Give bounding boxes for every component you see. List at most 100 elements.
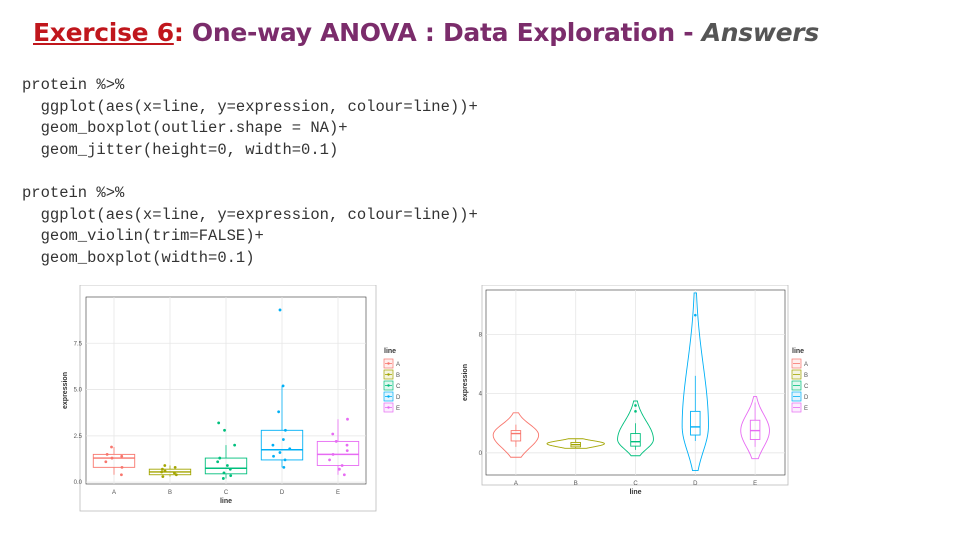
box-D <box>260 429 304 461</box>
point-C <box>221 477 225 480</box>
point-D <box>284 428 287 432</box>
code2-line: ggplot(aes(x=line, y=expression, colour=… <box>40 205 478 224</box>
point-E <box>331 452 335 456</box>
box-C <box>204 457 248 475</box>
point-D <box>278 308 282 312</box>
point-D <box>271 443 275 447</box>
code2-line: geom_boxplot(width=0.1) <box>22 248 255 267</box>
legend-label-C: C <box>396 384 401 390</box>
point-E <box>334 440 338 443</box>
outlier-D <box>694 313 697 317</box>
y-tick-label: 4 <box>479 392 483 398</box>
violin-A <box>492 412 540 458</box>
point-C <box>229 474 233 478</box>
box-D <box>690 410 701 436</box>
code2-line: geom_violin(trim=FALSE)+ <box>40 227 264 246</box>
point-D <box>281 384 285 388</box>
violin-B <box>546 438 605 449</box>
y-tick-label: 7.5 <box>74 341 83 347</box>
point-D <box>288 447 292 451</box>
code-block-violin: protein %>% ggplot(aes(x=line, y=express… <box>22 183 478 269</box>
title-colon: : <box>173 18 184 47</box>
title-main: One-way ANOVA : Data Exploration - <box>183 18 702 47</box>
legend-key-dot-D <box>387 395 390 398</box>
x-tick-label: C <box>224 490 229 496</box>
code-block-boxplot: protein %>% ggplot(aes(x=line, y=express… <box>22 75 478 161</box>
point-A <box>110 445 113 449</box>
point-E <box>345 443 349 447</box>
point-B <box>163 464 167 467</box>
point-D <box>277 410 281 414</box>
code1-line: ggplot(aes(x=line, y=expression, colour=… <box>40 97 478 116</box>
point-B <box>173 465 177 469</box>
box-E <box>316 440 360 466</box>
point-B <box>174 473 178 477</box>
point-C <box>222 471 226 475</box>
point-D <box>281 438 285 441</box>
point-A <box>105 452 109 456</box>
point-D <box>272 454 275 458</box>
code1-line: protein %>% <box>22 76 125 94</box>
point-B <box>173 471 176 475</box>
point-E <box>346 417 349 421</box>
point-E <box>337 467 341 471</box>
x-tick-label: A <box>112 490 116 496</box>
title-exercise: Exercise 6 <box>33 18 174 47</box>
legend-key-dot-C <box>387 384 390 387</box>
point-B <box>161 467 164 471</box>
legend-label-D: D <box>396 395 401 401</box>
point-B <box>160 470 164 474</box>
outlier-C <box>634 404 637 407</box>
x-axis-title: line <box>629 489 641 496</box>
legend-label-C: C <box>804 384 808 390</box>
point-A <box>120 473 123 477</box>
x-axis-title: line <box>220 498 232 505</box>
x-tick-label: D <box>280 490 285 496</box>
code2-line: protein %>% <box>22 184 125 202</box>
y-tick-label: 5.0 <box>74 388 83 394</box>
point-D <box>282 465 286 469</box>
legend-label-D: D <box>804 395 808 401</box>
x-tick-label: B <box>168 490 172 496</box>
x-tick-label: E <box>336 490 340 496</box>
legend-key-dot-E <box>387 406 390 409</box>
point-A <box>120 454 124 458</box>
point-C <box>217 421 221 425</box>
point-D <box>278 451 282 454</box>
y-tick-label: 0.0 <box>74 480 83 486</box>
point-C <box>233 443 237 447</box>
point-E <box>340 464 344 467</box>
violin-E <box>740 396 770 460</box>
y-tick-label: 2.5 <box>74 434 83 440</box>
slide-title: Exercise 6: One-way ANOVA : Data Explora… <box>33 18 819 47</box>
point-C <box>228 467 232 471</box>
x-tick-label: D <box>693 481 698 487</box>
box-C <box>630 433 641 447</box>
point-E <box>331 432 335 436</box>
x-tick-label: E <box>753 481 757 487</box>
title-answers: Answers <box>701 18 819 47</box>
violin-C <box>617 400 654 457</box>
code1-line: geom_boxplot(outlier.shape = NA)+ <box>40 119 348 138</box>
legend-label-A: A <box>804 362 808 368</box>
point-D <box>283 458 287 462</box>
violin-D <box>681 292 709 472</box>
point-E <box>345 449 349 453</box>
legend-title: line <box>384 348 396 355</box>
point-B <box>163 469 167 473</box>
legend-title: line <box>792 348 804 355</box>
legend-label-E: E <box>396 406 400 412</box>
y-axis-title: expression <box>62 372 69 409</box>
point-C <box>225 464 229 467</box>
x-tick-label: C <box>633 481 638 487</box>
point-E <box>342 473 346 477</box>
legend-label-B: B <box>804 373 808 379</box>
point-E <box>328 458 331 462</box>
outlier-C <box>634 410 637 413</box>
point-A <box>104 460 108 464</box>
legend-label-E: E <box>804 406 808 412</box>
point-C <box>223 428 226 432</box>
y-tick-label: 0 <box>479 451 483 457</box>
